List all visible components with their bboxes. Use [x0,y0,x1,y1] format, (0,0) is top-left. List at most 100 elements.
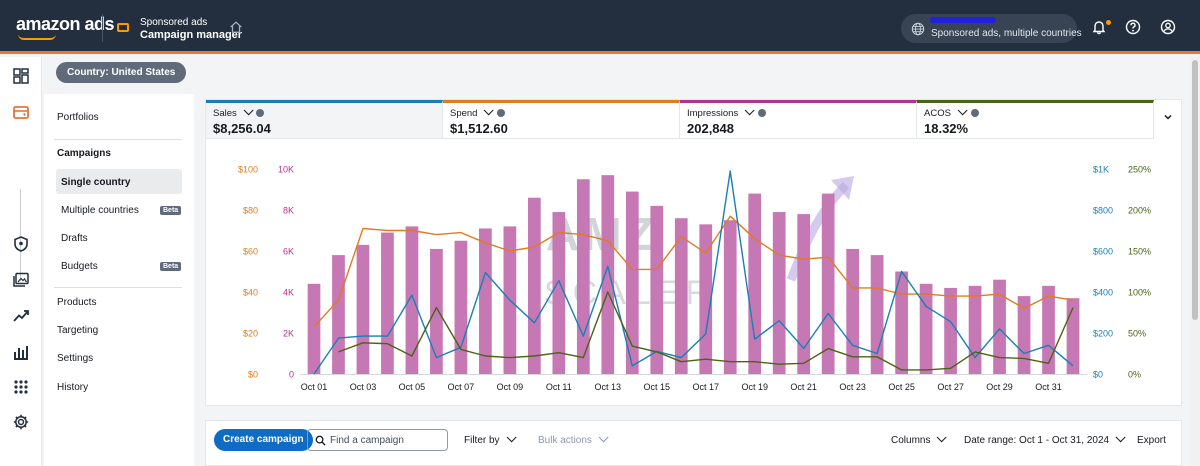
globe-icon [911,22,925,36]
export-button[interactable]: Export [1137,435,1166,446]
metric-card-spend[interactable]: Spend $1,512.60 [443,100,680,139]
impressions-axis-tick: 2K [283,329,294,339]
x-tick-label: Oct 29 [986,382,1013,392]
product-title: Sponsored ads [140,17,208,28]
impressions-bar [381,232,394,374]
nav-single-country[interactable]: Single country [61,177,131,188]
watermark-arrow-head [831,176,854,200]
x-tick-label: Oct 21 [790,382,817,392]
impressions-bar [919,283,933,374]
scrollbar-thumb[interactable] [1192,60,1198,320]
dashboard-icon[interactable] [12,67,30,85]
nav-targeting[interactable]: Targeting [57,325,99,336]
nav-multiple-countries[interactable]: Multiple countries [61,205,139,216]
acos-axis-tick: 200% [1128,206,1151,216]
redacted-account-name [930,17,996,23]
sales-axis-tick: $800 [1093,206,1113,216]
icon-rail [0,57,42,466]
chevron-down-icon [506,432,517,443]
reports-icon[interactable] [12,343,30,361]
metric-card-acos[interactable]: ACOS 18.32% [917,100,1154,139]
sales-line [313,170,1074,375]
watermark-arrow [786,181,850,282]
impressions-bar [895,271,908,374]
trend-icon[interactable] [12,307,30,325]
chevron-down-icon[interactable] [1163,112,1173,122]
performance-panel: Sales $8,256.04 Spend $1,512.60 Impressi… [205,99,1182,406]
metric-value: 18.32% [924,121,969,136]
nav-settings[interactable]: Settings [57,353,94,364]
acos-axis-tick: 100% [1128,288,1151,298]
impressions-bar [650,205,664,374]
product-subtitle[interactable]: Campaign manager [140,29,243,41]
help-icon[interactable] [1125,19,1141,35]
user-icon[interactable] [1160,19,1176,35]
impressions-bar [552,212,566,374]
country-chip[interactable]: Country: United States [56,62,187,83]
impressions-bar [797,214,811,374]
amazon-ads-logo[interactable]: amazon ads [16,14,115,34]
info-icon [757,109,766,118]
apps-grid-icon[interactable] [12,378,30,396]
impressions-axis-tick: 4K [283,288,294,298]
impressions-bar [993,279,1006,374]
x-tick-label: Oct 19 [741,382,768,392]
impressions-bar [527,197,541,374]
nav-selected-highlight [56,169,182,194]
top-bar: amazon ads Sponsored ads Campaign manage… [0,0,1200,54]
x-tick-label: Oct 31 [1035,382,1062,392]
impressions-bar [356,244,370,374]
metric-card-sales[interactable]: Sales $8,256.04 [206,100,443,139]
home-icon[interactable] [229,20,243,34]
spend-line [313,215,1074,328]
sub-navigation: Portfolios Campaigns Single country Mult… [44,94,194,466]
settings-gear-icon[interactable] [12,413,30,431]
bell-icon[interactable] [1091,19,1107,35]
x-tick-label: Oct 17 [692,382,719,392]
nav-campaigns[interactable]: Campaigns [57,148,111,159]
info-icon [970,109,979,118]
x-tick-label: Oct 09 [497,382,524,392]
nav-products[interactable]: Products [57,297,97,308]
spend-axis-tick: $100 [238,165,258,175]
search-input[interactable] [330,432,442,448]
impressions-bar [454,240,468,374]
search-icon [315,435,326,446]
nav-drafts[interactable]: Drafts [61,233,88,244]
sales-axis-tick: $200 [1093,329,1113,339]
bulk-actions-button[interactable]: Bulk actions [538,432,609,446]
media-library-icon[interactable] [12,271,30,289]
x-tick-label: Oct 03 [350,382,377,392]
sales-axis-tick: $1K [1093,165,1109,175]
nav-history[interactable]: History [57,382,89,393]
impressions-bar [601,175,615,374]
nav-budgets[interactable]: Budgets [61,261,98,272]
impressions-bar [430,248,443,374]
page-scrollbar[interactable] [1190,57,1200,466]
impressions-bar [968,285,982,374]
sales-axis-tick: $400 [1093,288,1113,298]
spend-axis-tick: $0 [248,370,258,380]
metric-name: Spend [450,105,506,119]
impressions-bar [846,248,860,374]
x-tick-label: Oct 01 [301,382,328,392]
acos-axis-tick: 50% [1128,329,1146,339]
x-tick-label: Oct 07 [448,382,475,392]
impressions-bar [772,212,786,374]
create-campaign-button[interactable]: Create campaign [214,429,313,451]
metric-value: $8,256.04 [213,121,271,136]
shield-icon[interactable] [12,235,30,253]
header-divider [102,14,103,42]
chevron-down-icon [598,432,609,443]
impressions-axis-tick: 10K [278,165,294,175]
impressions-bar [307,283,321,374]
x-tick-label: Oct 15 [644,382,671,392]
nav-portfolios[interactable]: Portfolios [57,112,99,123]
search-box[interactable] [307,429,448,451]
metric-name: ACOS [924,105,979,119]
metric-card-impressions[interactable]: Impressions 202,848 [680,100,917,139]
columns-button[interactable]: Columns [891,432,948,446]
filter-by-button[interactable]: Filter by [464,432,517,446]
campaign-manager-icon[interactable] [12,103,30,121]
date-range-button[interactable]: Date range: Oct 1 - Oct 31, 2024 [964,432,1126,446]
